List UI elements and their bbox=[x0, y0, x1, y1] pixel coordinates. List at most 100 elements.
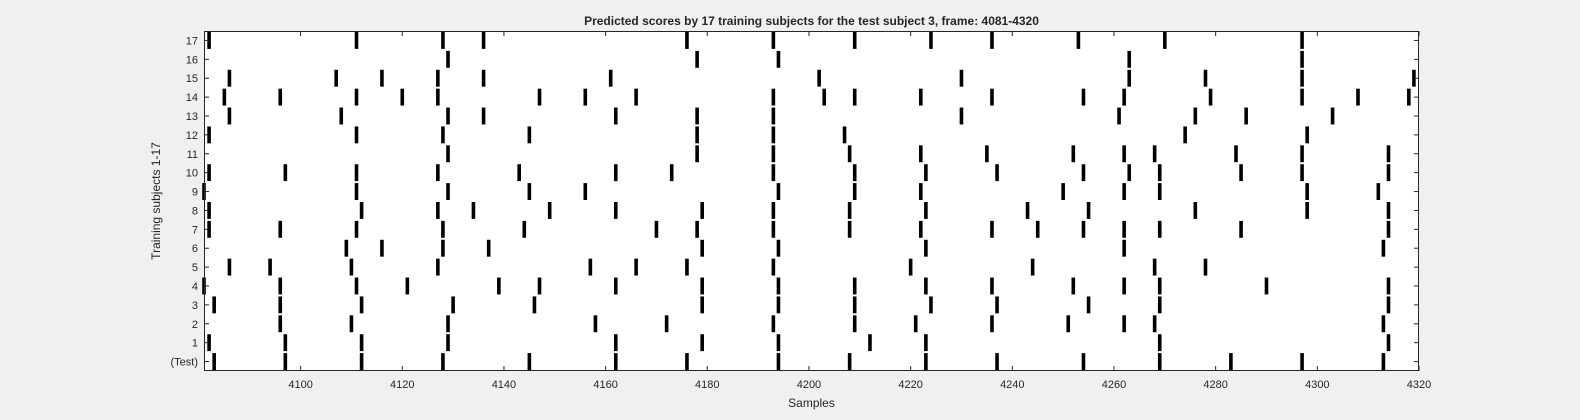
score-bar bbox=[1386, 334, 1391, 352]
score-bar bbox=[354, 32, 359, 49]
y-tick-label: 8 bbox=[192, 205, 198, 217]
score-bar bbox=[1330, 107, 1335, 125]
score-bar bbox=[497, 277, 501, 295]
score-bar bbox=[441, 239, 445, 257]
score-bar bbox=[359, 353, 364, 370]
score-bar bbox=[446, 183, 450, 200]
score-bar bbox=[1381, 239, 1386, 257]
score-bar bbox=[990, 315, 994, 333]
score-bar bbox=[1193, 202, 1198, 219]
score-bar bbox=[441, 220, 445, 238]
score-bar bbox=[918, 220, 923, 238]
score-bar bbox=[283, 334, 288, 352]
score-bar bbox=[700, 277, 705, 295]
score-bar bbox=[1305, 202, 1309, 219]
score-bar bbox=[227, 107, 232, 125]
score-bar bbox=[847, 220, 852, 238]
score-bar bbox=[1300, 69, 1304, 87]
score-bar bbox=[537, 88, 542, 106]
x-tick-label: 4200 bbox=[797, 379, 821, 391]
score-bar bbox=[847, 145, 852, 163]
score-bar bbox=[278, 88, 283, 106]
score-bar bbox=[207, 32, 211, 49]
score-bar bbox=[613, 277, 618, 295]
score-bar bbox=[207, 164, 211, 182]
score-bar bbox=[822, 88, 827, 106]
score-bar bbox=[380, 239, 384, 257]
score-bar bbox=[613, 202, 618, 219]
score-bar bbox=[1264, 277, 1269, 295]
score-bar bbox=[918, 145, 923, 163]
score-bar bbox=[441, 32, 445, 49]
score-bar bbox=[1305, 183, 1309, 200]
score-bar bbox=[1300, 50, 1304, 68]
score-bar bbox=[776, 296, 781, 314]
score-bar bbox=[1071, 145, 1076, 163]
score-bar bbox=[446, 315, 450, 333]
score-bar bbox=[359, 334, 364, 352]
score-bar bbox=[1239, 164, 1243, 182]
y-tick-label: 1 bbox=[192, 338, 198, 350]
score-bar bbox=[593, 315, 598, 333]
score-bar bbox=[990, 277, 994, 295]
x-tick-label: 4280 bbox=[1203, 379, 1227, 391]
score-bar bbox=[1025, 202, 1030, 219]
score-bar bbox=[847, 353, 852, 370]
y-tick-label: 17 bbox=[186, 35, 198, 47]
score-bar bbox=[583, 88, 588, 106]
score-bar bbox=[344, 239, 349, 257]
score-bar bbox=[1305, 126, 1309, 144]
score-bar bbox=[405, 277, 410, 295]
x-tick-label: 4100 bbox=[288, 379, 312, 391]
score-bar bbox=[613, 164, 618, 182]
score-bar bbox=[1081, 353, 1086, 370]
score-bar bbox=[278, 277, 283, 295]
score-bar bbox=[354, 220, 359, 238]
x-tick-label: 4220 bbox=[898, 379, 922, 391]
y-tick-label: (Test) bbox=[171, 357, 199, 369]
score-bar bbox=[771, 32, 776, 49]
score-bar bbox=[481, 32, 486, 49]
score-bar bbox=[700, 239, 705, 257]
score-bar bbox=[664, 315, 669, 333]
score-bar bbox=[929, 296, 933, 314]
score-bar bbox=[771, 145, 776, 163]
score-bar bbox=[1183, 126, 1187, 144]
score-bar bbox=[1157, 353, 1162, 370]
score-bar bbox=[847, 202, 852, 219]
y-tick-label: 5 bbox=[192, 262, 198, 274]
score-bar bbox=[924, 202, 928, 219]
score-bar bbox=[517, 164, 521, 182]
y-tick-label: 2 bbox=[192, 319, 198, 331]
y-tick-label: 11 bbox=[187, 149, 198, 161]
score-bar bbox=[995, 164, 999, 182]
score-bar bbox=[283, 164, 288, 182]
score-bar bbox=[359, 296, 364, 314]
score-bar bbox=[222, 88, 227, 106]
score-bar bbox=[354, 164, 359, 182]
score-bar bbox=[1152, 145, 1157, 163]
score-bar bbox=[436, 88, 440, 106]
y-axis-label: Training subjects 1-17 bbox=[149, 142, 163, 260]
score-bar bbox=[1386, 145, 1391, 163]
score-bar bbox=[547, 202, 552, 219]
score-bar bbox=[207, 126, 211, 144]
data-marks bbox=[202, 32, 1416, 370]
score-bar bbox=[776, 50, 781, 68]
score-bar bbox=[1157, 296, 1162, 314]
score-bar bbox=[349, 315, 354, 333]
score-bar bbox=[842, 126, 847, 144]
score-bar bbox=[990, 88, 994, 106]
x-tick-label: 4300 bbox=[1305, 379, 1329, 391]
score-bar bbox=[1081, 164, 1086, 182]
score-bar bbox=[669, 164, 674, 182]
score-bar bbox=[771, 258, 776, 276]
score-bar bbox=[1122, 277, 1126, 295]
score-bar bbox=[852, 277, 857, 295]
score-bar bbox=[1386, 277, 1391, 295]
score-bar bbox=[924, 164, 928, 182]
score-bar bbox=[212, 353, 216, 370]
y-tick-label: 15 bbox=[186, 73, 198, 85]
score-bar bbox=[990, 32, 994, 49]
score-bar bbox=[380, 69, 384, 87]
